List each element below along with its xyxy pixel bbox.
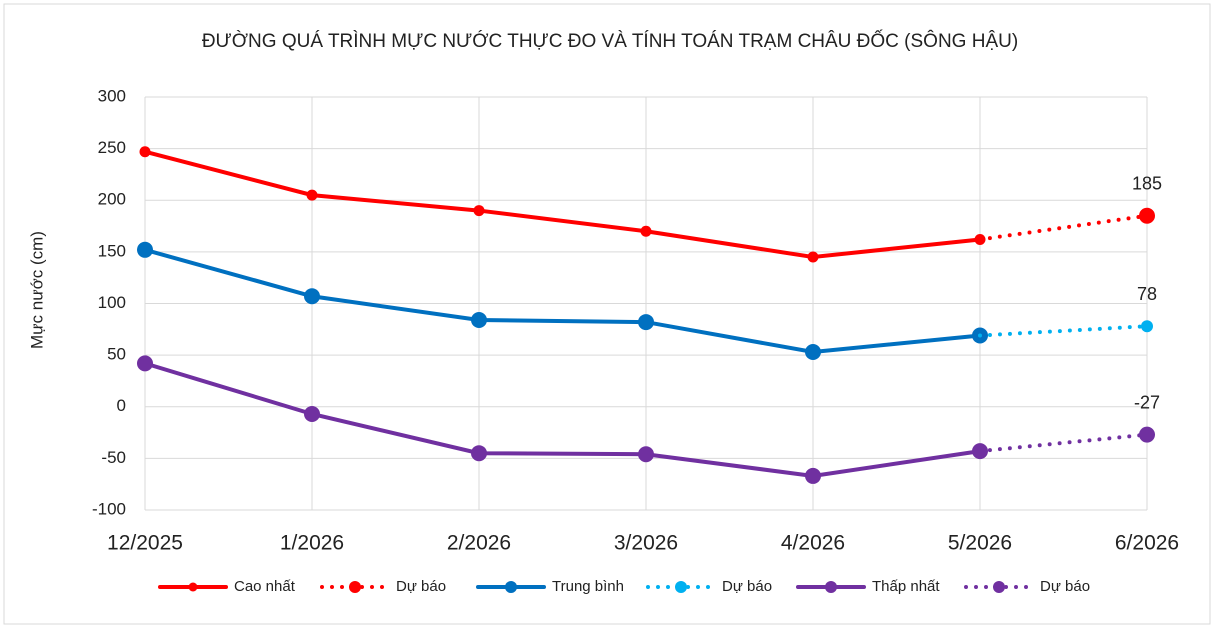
data-label: 185 (1132, 173, 1162, 193)
legend-label: Dự báo (722, 578, 772, 595)
legend-marker (505, 581, 517, 593)
y-tick-label: 0 (117, 396, 126, 415)
point-marker (304, 405, 320, 422)
legend-label: Dự báo (1040, 578, 1090, 595)
point-marker (807, 251, 819, 263)
point-marker (137, 355, 153, 372)
x-tick-label: 1/2026 (280, 532, 344, 555)
data-label: -27 (1134, 392, 1160, 412)
point-marker (137, 241, 153, 258)
point-marker (638, 446, 654, 463)
series-line (143, 247, 982, 355)
x-tick-label: 4/2026 (781, 532, 845, 555)
x-tick-label: 6/2026 (1115, 532, 1179, 555)
point-marker (640, 225, 652, 237)
y-tick-label: -50 (101, 448, 126, 467)
point-marker (306, 189, 318, 201)
x-tick-label: 2/2026 (447, 532, 511, 555)
point-marker (1139, 207, 1155, 224)
chart-title: ĐƯỜNG QUÁ TRÌNH MỰC NƯỚC THỰC ĐO VÀ TÍNH… (202, 30, 1018, 52)
point-marker (471, 312, 487, 329)
y-tick-label: 50 (107, 345, 126, 364)
point-marker (139, 146, 151, 158)
y-tick-label: 300 (98, 86, 126, 105)
series-line (978, 213, 1149, 242)
y-tick-label: 200 (98, 190, 126, 209)
chart-border (3, 3, 1211, 625)
point-marker (1141, 320, 1153, 333)
point-marker (471, 445, 487, 462)
data-label: 78 (1137, 284, 1157, 304)
legend-label: Thấp nhất (872, 578, 940, 595)
point-marker (1139, 426, 1155, 443)
series-line (143, 361, 982, 478)
y-tick-label: -100 (92, 499, 126, 518)
x-tick-label: 3/2026 (614, 532, 678, 555)
legend-marker (349, 581, 361, 593)
point-marker (805, 467, 821, 484)
x-tick-label: 12/2025 (107, 532, 183, 555)
y-tick-label: 250 (98, 138, 126, 157)
legend-marker (188, 582, 198, 592)
legend-marker (993, 581, 1005, 593)
legend-marker (675, 581, 687, 593)
point-marker (473, 205, 485, 217)
y-tick-label: 100 (98, 293, 126, 312)
series-line (143, 149, 982, 260)
series-line (978, 324, 1149, 338)
legend-label: Cao nhất (234, 578, 296, 595)
point-marker (805, 344, 821, 361)
series-line (978, 432, 1149, 454)
y-tick-label: 150 (98, 241, 126, 260)
x-tick-label: 5/2026 (948, 532, 1012, 555)
legend-label: Trung bình (552, 578, 624, 595)
legend-label: Dự báo (396, 578, 446, 595)
y-axis-title: Mực nước (cm) (27, 231, 46, 349)
legend-marker (825, 581, 837, 593)
point-marker (304, 288, 320, 305)
point-marker (638, 314, 654, 331)
